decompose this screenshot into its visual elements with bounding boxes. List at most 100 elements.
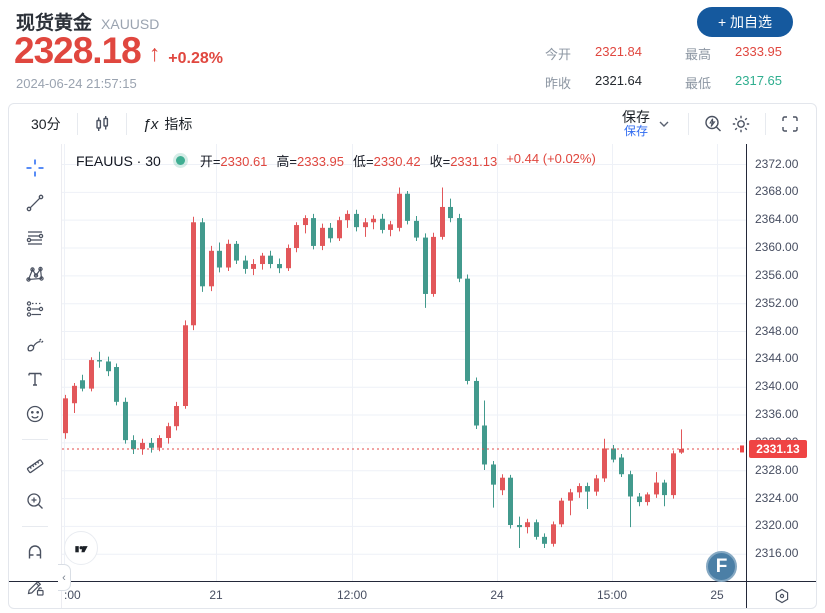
save-sub-link[interactable]: 保存 xyxy=(623,124,648,138)
measure-tool[interactable] xyxy=(18,451,52,479)
time-tick-label: 21 xyxy=(209,588,223,602)
text-tool[interactable] xyxy=(18,365,52,393)
ohlc-high-label: 高= xyxy=(276,154,297,169)
chart-widget: 30分 ƒx 指标 保存 保存 xyxy=(8,103,817,609)
stat-label-high: 最高 xyxy=(685,47,712,62)
crosshair-tool[interactable] xyxy=(18,154,52,182)
ohlc-high-value: 2333.95 xyxy=(297,154,344,169)
projection-tool[interactable] xyxy=(18,295,52,323)
time-tick-label: 12:00 xyxy=(336,588,368,602)
candlestick-icon xyxy=(95,116,108,131)
fib-lines-tool[interactable] xyxy=(18,224,52,252)
magnet-tool[interactable] xyxy=(18,538,52,566)
indicators-label: 指标 xyxy=(164,116,193,132)
toolbar-divider xyxy=(76,113,78,135)
price-tick-label: 2356.00 xyxy=(755,267,799,282)
price-tick-label: 2352.00 xyxy=(755,295,799,310)
axis-settings-button[interactable] xyxy=(746,581,818,610)
price-tick-label: 2336.00 xyxy=(755,407,799,422)
quick-search-button[interactable] xyxy=(699,110,727,138)
up-arrow-icon: ↑ xyxy=(148,40,161,66)
price-tick-label: 2368.00 xyxy=(755,184,799,199)
quote-stats: 今开 2321.84 最高 2333.95 昨收 2321.64 最低 2317… xyxy=(545,44,793,92)
price-tick-label: 2348.00 xyxy=(755,323,799,338)
add-watchlist-button[interactable]: + 加自选 xyxy=(697,7,793,37)
toolbar-divider xyxy=(125,113,127,135)
price-axis[interactable]: 2372.00 2368.00 2364.00 2360.00 2356.00 2352.… xyxy=(746,144,818,581)
legend-series-title: FEAUUS · 30 xyxy=(76,152,161,169)
instrument-header: 现货黄金 XAUUSD xyxy=(16,8,159,35)
time-axis-border xyxy=(9,581,816,582)
ohlc-open-value: 2330.61 xyxy=(220,154,268,169)
price-tick-label: 2316.00 xyxy=(755,546,799,561)
time-axis[interactable]: :00 21 12:00 24 15:00 25 xyxy=(62,581,746,610)
last-price: 2328.18 xyxy=(14,30,142,71)
tradingview-logo[interactable] xyxy=(64,531,98,565)
time-tick-label: 25 xyxy=(710,588,724,602)
price-tick-label: 2344.00 xyxy=(755,351,799,366)
chart-canvas[interactable] xyxy=(62,144,746,581)
stat-label-low: 最低 xyxy=(685,76,712,91)
ohlc-low-label: 低= xyxy=(353,154,374,169)
chart-legend: FEAUUS · 30 开=2330.61 高=2333.95 低=2330.4… xyxy=(76,151,596,170)
price-tick-label: 2372.00 xyxy=(755,156,799,171)
trend-line-tool[interactable] xyxy=(18,189,52,217)
toolbar-divider xyxy=(765,113,766,135)
stat-value-high: 2333.95 xyxy=(735,44,782,59)
horizontal-lines-icon xyxy=(26,231,44,246)
emoji-icon xyxy=(26,406,44,423)
instrument-symbol: XAUUSD xyxy=(101,16,160,32)
price-tick-label: 2328.00 xyxy=(755,462,799,477)
gear-icon xyxy=(732,115,750,133)
price-row: 2328.18 ↑ +0.28% xyxy=(14,30,223,72)
interval-button[interactable]: 30分 xyxy=(25,110,67,138)
stat-label-prev-close: 昨收 xyxy=(545,76,572,91)
quote-timestamp: 2024-06-24 21:57:15 xyxy=(16,76,137,91)
ohlc-low-value: 2330.42 xyxy=(373,154,421,169)
ohlc-close-value: 2331.13 xyxy=(450,154,498,169)
toolbar-divider xyxy=(688,113,689,135)
f-watermark-logo: F xyxy=(706,551,737,582)
stat-value-open: 2321.84 xyxy=(595,44,642,59)
drawing-tools-sidebar xyxy=(9,144,62,608)
time-tick-label: 15:00 xyxy=(596,588,628,602)
save-label: 保存 xyxy=(622,109,650,125)
brush-tool[interactable] xyxy=(18,330,52,358)
zoom-in-icon xyxy=(27,492,43,509)
price-tick-label: 2360.00 xyxy=(755,240,799,255)
tradingview-mark-icon xyxy=(74,545,88,552)
brush-icon xyxy=(27,338,44,352)
save-menu-button[interactable] xyxy=(650,110,678,138)
sidebar-divider xyxy=(22,439,48,441)
trend-line-icon xyxy=(26,194,44,212)
instrument-title: 现货黄金 xyxy=(16,13,93,34)
xabcd-pattern-icon xyxy=(26,266,44,282)
emoji-tool[interactable] xyxy=(18,400,52,428)
zoom-in-tool[interactable] xyxy=(18,487,52,515)
magnet-icon xyxy=(28,545,42,559)
price-tick-label: 2364.00 xyxy=(755,212,799,227)
settings-button[interactable] xyxy=(727,110,755,138)
fx-icon: ƒx xyxy=(142,115,159,133)
stat-label-open: 今开 xyxy=(545,47,572,62)
chevron-down-icon xyxy=(659,121,669,127)
axis-settings-icon xyxy=(775,588,789,603)
candle-style-button[interactable] xyxy=(88,110,116,138)
stat-value-low: 2317.65 xyxy=(735,73,782,88)
stat-value-prev-close: 2321.64 xyxy=(595,73,642,88)
panel-collapse-handle[interactable]: ‹ xyxy=(58,564,71,591)
ohlc-open-label: 开= xyxy=(199,154,221,169)
ohlc-change: +0.44 (+0.02%) xyxy=(506,151,596,166)
legend-ohlc: 开=2330.61 高=2333.95 低=2330.42 收=2331.13 … xyxy=(200,151,596,170)
price-tick-label: 2320.00 xyxy=(755,518,799,533)
save-button[interactable]: 保存 保存 xyxy=(622,110,650,138)
xabcd-pattern-tool[interactable] xyxy=(18,260,52,288)
fullscreen-button[interactable] xyxy=(776,110,804,138)
lock-drawings-tool[interactable] xyxy=(18,573,52,601)
pencil-lock-icon xyxy=(27,580,44,596)
ruler-icon xyxy=(26,459,44,474)
change-percent: +0.28% xyxy=(168,50,223,67)
indicators-button[interactable]: ƒx 指标 xyxy=(137,110,199,138)
price-tick-label: 2340.00 xyxy=(755,379,799,394)
price-axis-border xyxy=(746,144,747,608)
